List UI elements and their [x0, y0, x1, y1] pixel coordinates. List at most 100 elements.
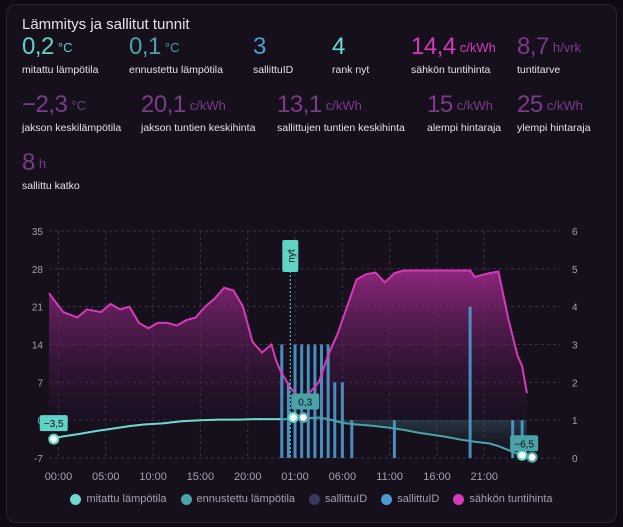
y-right-tick: 1 [572, 416, 578, 427]
card-title: Lämmitys ja sallitut tunnit [22, 16, 190, 33]
legend-dot-icon [70, 493, 82, 505]
x-tick: 01:00 [281, 471, 309, 483]
y-left-tick: 14 [32, 341, 44, 352]
stat-value: 25 [517, 91, 543, 118]
stat-value: 13,1 [277, 91, 322, 118]
legend-dot-icon [180, 493, 192, 505]
legend-label: ennustettu lämpötila [196, 493, 295, 505]
x-tick: 05:00 [92, 471, 120, 483]
legend-item[interactable]: sallittuID [309, 493, 367, 505]
stat-label: sallittuID [253, 64, 294, 76]
stat-value: −2,3 [22, 91, 68, 118]
allowed-bar [468, 306, 472, 458]
legend-label: sallittuID [325, 493, 368, 505]
legend-dot-icon [309, 493, 320, 505]
y-left-tick: 35 [32, 227, 44, 238]
y-right-tick: 3 [572, 341, 578, 352]
stat-value: 3 [253, 33, 266, 60]
stat-value: 4 [332, 33, 345, 60]
tooltip-point [287, 411, 299, 423]
price-line [48, 269, 528, 400]
legend-item[interactable]: ennustettu lämpötila [180, 493, 295, 505]
now-badge [282, 240, 299, 272]
y-right-tick: 0 [572, 454, 578, 465]
tooltip-box [291, 393, 320, 410]
now-marker: nyt [282, 240, 299, 458]
tooltip-point [297, 411, 309, 423]
x-tick: 06:00 [329, 471, 357, 483]
y-left-tick: -7 [34, 454, 43, 465]
stat-2: 3 sallittuID [253, 33, 294, 77]
allowed-bar [280, 344, 284, 458]
heating-card: Lämmitys ja sallitut tunnit 0,2 °C mitattu… [6, 4, 617, 523]
stat-unit: h [38, 156, 47, 171]
measured-temp-line [48, 418, 281, 441]
stat-value: 14,4 [411, 33, 456, 60]
stat-1: 0,1 °C ennustettu lämpötila [129, 33, 223, 77]
stat-label: rank nyt [332, 64, 370, 76]
stat-label: tuntitarve [517, 64, 561, 76]
x-axis: 00:00 05:00 10:00 15:00 20:00 01:00 06:00 11:00… [45, 471, 498, 483]
stat-unit: c/kWh [325, 98, 362, 113]
stat-unit: °C [164, 40, 180, 55]
tooltip-text: 0,3 [298, 397, 312, 408]
stat-value: 8,7 [517, 33, 549, 60]
tooltip-point [48, 433, 60, 445]
legend-item[interactable]: mitattu lämpötila [70, 493, 167, 505]
now-label: nyt [286, 249, 297, 263]
series-lines [48, 269, 528, 457]
stat-label: sähkön tuntihinta [411, 64, 491, 76]
legend-label: sallittuID [397, 493, 440, 505]
allowed-bar [326, 344, 330, 458]
x-tick: 20:00 [234, 471, 262, 483]
stat-0: 0,2 °C mitattu lämpötila [22, 33, 99, 77]
stat-value: 15 [427, 91, 453, 118]
stat-3: 4 rank nyt [332, 33, 370, 77]
series-areas [49, 270, 527, 456]
tooltip-point [516, 449, 528, 461]
stat-label: mitattu lämpötila [22, 64, 99, 76]
stat-unit: °C [71, 98, 86, 113]
legend-item[interactable]: sallittuID [381, 493, 439, 505]
right-y-axis: 6 5 4 3 2 1 0 [572, 227, 578, 465]
y-right-tick: 6 [572, 227, 578, 238]
stat-value: 8 [22, 149, 35, 176]
y-right-tick: 5 [572, 265, 578, 276]
stat-unit: h/vrk [552, 40, 582, 55]
stat-7: 20,1 c/kWh jakson tuntien keskihinta [141, 93, 256, 135]
stat-label: ennustettu lämpötila [129, 64, 223, 76]
allowed-bar [350, 420, 354, 458]
y-right-tick: 2 [572, 378, 578, 389]
tooltip-box [39, 415, 68, 432]
stat-unit: c/kWh [189, 98, 226, 113]
allowed-bar [320, 344, 324, 458]
stat-5: 8,7 h/vrk tuntitarve [517, 33, 582, 77]
legend-item[interactable]: sähkön tuntihinta [453, 493, 553, 505]
stat-label: sallittujen tuntien keskihinta [277, 122, 405, 134]
chart-tooltips: −3,5 0,3 −6,5 [39, 393, 539, 463]
stat-10: 25 c/kWh ylempi hintaraja [517, 91, 591, 135]
legend-label: mitattu lämpötila [86, 493, 167, 505]
allowed-bar [392, 420, 396, 458]
y-left-tick: 28 [32, 265, 44, 276]
stat-value: 0,1 [129, 33, 161, 60]
y-left-tick: 7 [37, 378, 43, 389]
x-tick: 15:00 [187, 471, 215, 483]
price-area [49, 270, 527, 421]
tooltip-text: −6,5 [514, 439, 534, 450]
stat-11: 8 h sallittu katko [22, 149, 80, 193]
stat-label: sallittu katko [22, 180, 80, 192]
y-left-tick: 21 [32, 303, 44, 314]
stat-label: jakson keskilämpötila [22, 122, 122, 134]
chart-legend: mitattu lämpötila ennustettu lämpötila sal… [7, 493, 616, 505]
x-tick: 11:00 [376, 471, 403, 483]
stat-label: jakson tuntien keskihinta [141, 122, 256, 134]
legend-label: sähkön tuntihinta [469, 493, 553, 505]
tooltip-point [526, 451, 538, 463]
x-tick: 10:00 [139, 471, 167, 483]
stat-unit: c/kWh [456, 98, 493, 113]
stat-value: 0,2 [22, 33, 54, 60]
tooltip-text: −3,5 [44, 419, 64, 430]
stat-6: −2,3 °C jakson keskilämpötila [22, 91, 122, 135]
